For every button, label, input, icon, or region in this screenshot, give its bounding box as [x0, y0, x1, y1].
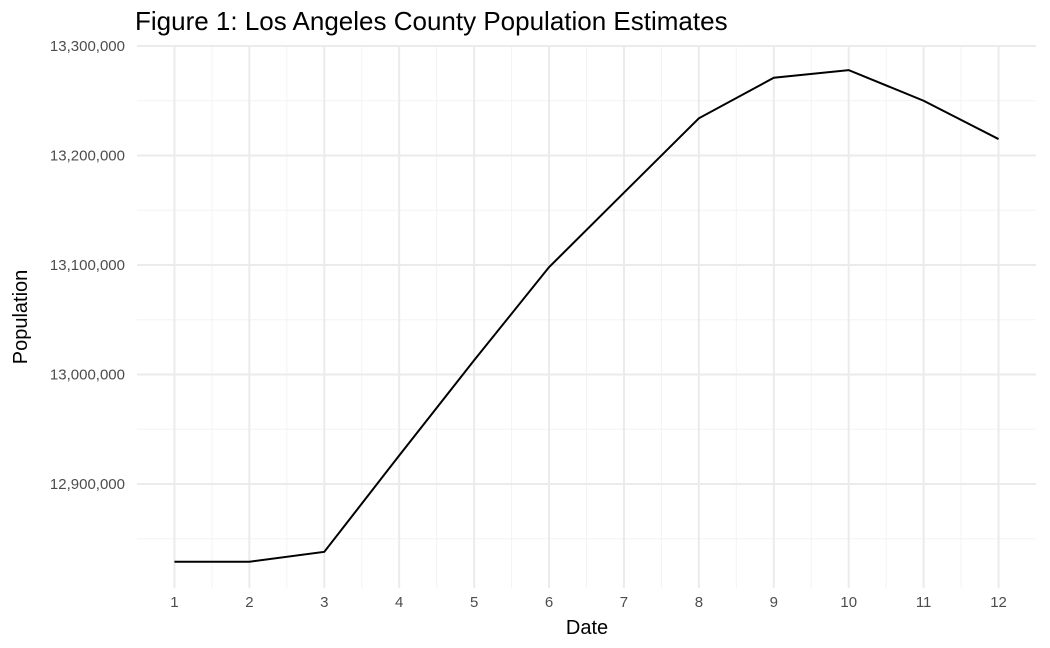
x-tick-label: 12 — [990, 594, 1007, 611]
y-tick-label: 13,100,000 — [50, 257, 125, 274]
x-tick-label: 8 — [695, 594, 703, 611]
x-tick-label: 5 — [470, 594, 478, 611]
x-tick-label: 4 — [395, 594, 403, 611]
major-gridlines — [137, 45, 1036, 588]
x-tick-label: 9 — [770, 594, 778, 611]
y-tick-label: 13,300,000 — [50, 38, 125, 55]
x-tick-label: 7 — [620, 594, 628, 611]
x-tick-label: 1 — [170, 594, 178, 611]
x-tick-label: 6 — [545, 594, 553, 611]
y-tick-label: 13,000,000 — [50, 366, 125, 383]
x-axis-tick-labels: 1 2 3 4 5 6 7 8 9 10 11 12 — [170, 594, 1007, 611]
minor-gridlines — [137, 46, 1036, 588]
y-axis-tick-labels: 12,900,000 13,000,000 13,100,000 13,200,000… — [50, 38, 125, 493]
x-tick-label: 11 — [916, 594, 932, 611]
chart-title: Figure 1: Los Angeles County Population … — [135, 6, 728, 36]
y-axis-title: Population — [10, 270, 32, 365]
x-tick-label: 2 — [245, 594, 253, 611]
x-axis-title: Date — [566, 617, 608, 639]
y-tick-label: 13,200,000 — [50, 147, 125, 164]
series-layer — [174, 69, 999, 563]
x-tick-label: 10 — [840, 594, 857, 611]
y-tick-label: 12,900,000 — [50, 476, 125, 493]
series-line — [174, 69, 999, 563]
x-tick-label: 3 — [320, 594, 328, 611]
